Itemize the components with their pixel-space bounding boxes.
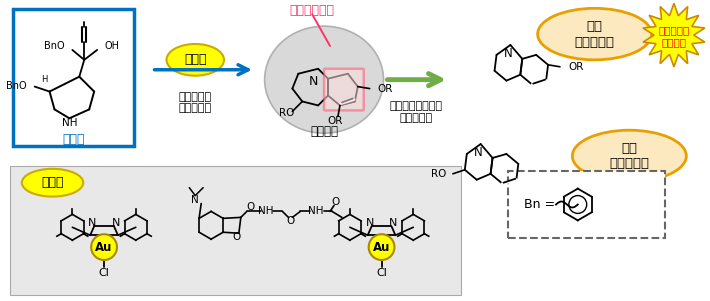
Text: RO: RO (430, 169, 446, 179)
Text: OR: OR (327, 116, 343, 126)
Text: BnO: BnO (44, 41, 65, 51)
Ellipse shape (265, 26, 383, 133)
Text: N: N (366, 218, 374, 228)
Text: NH: NH (62, 118, 77, 128)
Ellipse shape (167, 44, 224, 76)
Text: N: N (111, 218, 120, 228)
Bar (508, 171, 665, 238)
Text: 活性本体: 活性本体 (310, 125, 338, 138)
Text: O: O (246, 203, 255, 213)
Circle shape (368, 234, 395, 260)
Ellipse shape (572, 130, 687, 182)
Text: OR: OR (568, 62, 583, 72)
Text: Au: Au (373, 240, 390, 254)
FancyBboxPatch shape (324, 69, 364, 110)
Bar (13, 9, 133, 146)
Text: がん細胞選択的に
アルキル化: がん細胞選択的に アルキル化 (390, 101, 443, 123)
Text: H: H (41, 75, 48, 84)
Text: N: N (88, 218, 97, 228)
Bar (10, 166, 461, 295)
Text: Cl: Cl (99, 268, 109, 278)
Text: 金触媒: 金触媒 (41, 176, 64, 189)
Text: 増殖阻害: 増殖阻害 (662, 37, 687, 47)
Text: Au: Au (95, 240, 113, 254)
Text: NH: NH (308, 206, 324, 216)
Text: 金触媒: 金触媒 (184, 53, 207, 66)
Text: 核酸: 核酸 (621, 141, 638, 154)
Text: O: O (233, 232, 241, 242)
Text: BnO: BnO (6, 81, 27, 91)
Text: 核酸: 核酸 (586, 20, 603, 33)
Text: Cl: Cl (376, 268, 387, 278)
Text: N: N (192, 194, 199, 205)
Text: N: N (308, 75, 318, 88)
Ellipse shape (537, 8, 652, 60)
Text: がん細胞の
近働で変換: がん細胞の 近働で変換 (179, 92, 212, 113)
Polygon shape (643, 3, 705, 67)
Text: タンパク質: タンパク質 (609, 157, 650, 170)
Text: O: O (286, 216, 295, 226)
Text: ピロール構造: ピロール構造 (290, 4, 334, 17)
Text: N: N (504, 47, 513, 61)
Text: N: N (474, 147, 483, 160)
Text: O: O (332, 197, 340, 206)
Text: OH: OH (104, 41, 119, 51)
Text: RO: RO (279, 108, 294, 118)
Text: N: N (389, 218, 398, 228)
Ellipse shape (22, 169, 83, 197)
Text: タンパク質: タンパク質 (574, 36, 615, 48)
Text: NH: NH (258, 206, 273, 216)
Text: Bn =: Bn = (524, 198, 555, 211)
Circle shape (91, 234, 117, 260)
Text: OR: OR (378, 84, 393, 94)
Text: 前駆体: 前駆体 (62, 133, 84, 146)
Text: がん細胞の: がん細胞の (658, 25, 689, 35)
